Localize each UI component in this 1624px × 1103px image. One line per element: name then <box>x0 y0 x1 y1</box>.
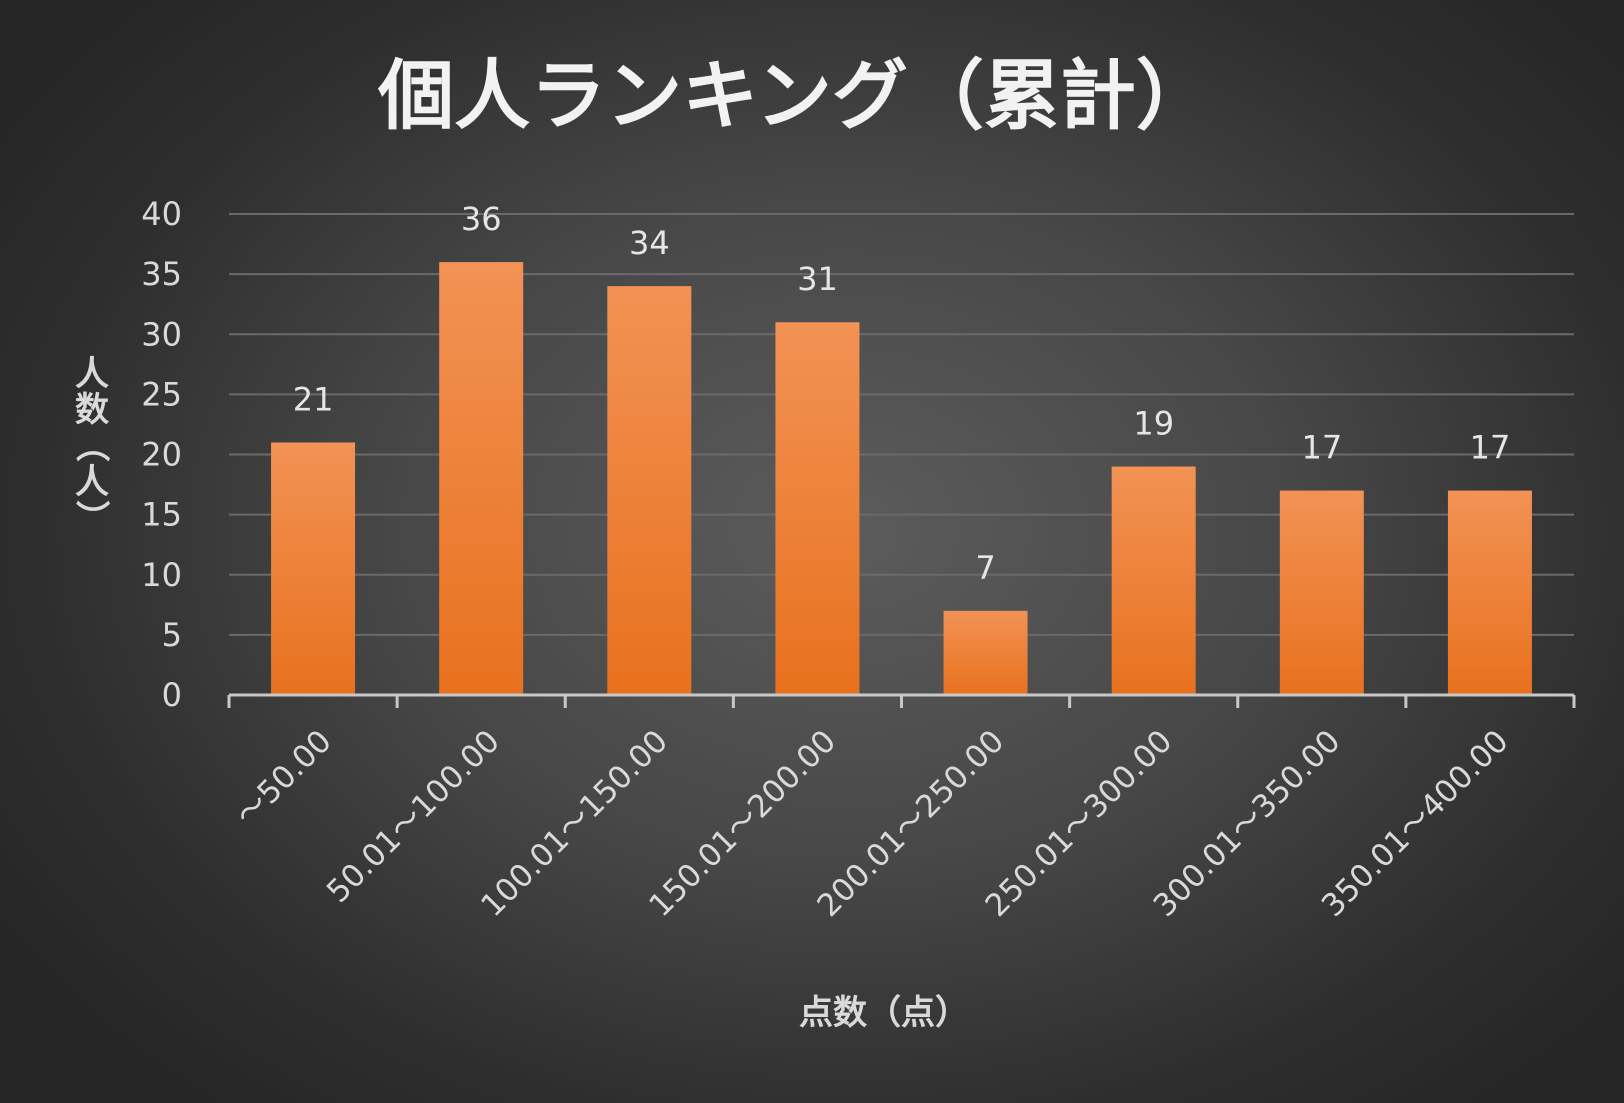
y-tick-labels: 0 5 10 15 20 25 30 35 40 <box>141 195 182 714</box>
x-tick-label: 150.01～200.00 <box>642 723 843 924</box>
x-tick-label: 350.01～400.00 <box>1315 723 1516 924</box>
y-tick-label: 5 <box>162 616 182 654</box>
y-axis-title-char: 数 <box>75 390 109 430</box>
data-label: 34 <box>629 224 670 262</box>
x-tick-label: 250.01～300.00 <box>979 723 1180 924</box>
bar <box>1279 490 1364 695</box>
x-tick-label: ～50.00 <box>229 723 339 833</box>
x-axis <box>227 693 1576 708</box>
bar <box>1447 490 1532 695</box>
y-tick-label: 10 <box>141 556 182 594</box>
bar <box>439 262 524 695</box>
bars <box>271 262 1532 695</box>
data-label: 21 <box>293 380 334 418</box>
x-tick-label: 50.01～100.00 <box>320 723 507 910</box>
x-axis-title: 点数（点） <box>799 993 969 1033</box>
x-tick-labels: ～50.0050.01～100.00100.01～150.00150.01～20… <box>229 723 1516 924</box>
y-tick-label: 35 <box>141 255 182 293</box>
bar <box>271 442 356 695</box>
data-label: 17 <box>1301 429 1342 467</box>
y-axis-title-char: ） <box>71 500 111 534</box>
data-label: 19 <box>1133 405 1174 443</box>
y-tick-label: 40 <box>141 195 182 233</box>
y-axis-title-char: 人 <box>75 354 109 394</box>
data-label: 7 <box>975 549 995 587</box>
bar <box>607 286 692 695</box>
y-tick-label: 15 <box>141 496 182 534</box>
data-label: 31 <box>797 260 838 298</box>
data-label: 36 <box>461 200 502 238</box>
y-axis-title-char: 人 <box>75 462 109 502</box>
x-tick-label: 300.01～350.00 <box>1147 723 1348 924</box>
y-tick-label: 25 <box>141 375 182 413</box>
bar <box>775 322 860 695</box>
bar <box>943 610 1028 695</box>
x-tick-label: 200.01～250.00 <box>810 723 1011 924</box>
chart-title: 個人ランキング（累計） <box>377 51 1212 140</box>
y-axis-title: 人数（人） <box>71 354 111 534</box>
bar <box>1111 466 1196 695</box>
y-axis-title-char: （ <box>71 428 111 462</box>
gridlines <box>229 213 1574 636</box>
y-tick-label: 0 <box>162 676 182 714</box>
data-labels: 21 36 34 31 7 19 17 17 <box>293 200 1511 587</box>
data-label: 17 <box>1470 429 1511 467</box>
y-tick-label: 20 <box>141 436 182 474</box>
y-tick-label: 30 <box>141 315 182 353</box>
x-tick-label: 100.01～150.00 <box>474 723 675 924</box>
